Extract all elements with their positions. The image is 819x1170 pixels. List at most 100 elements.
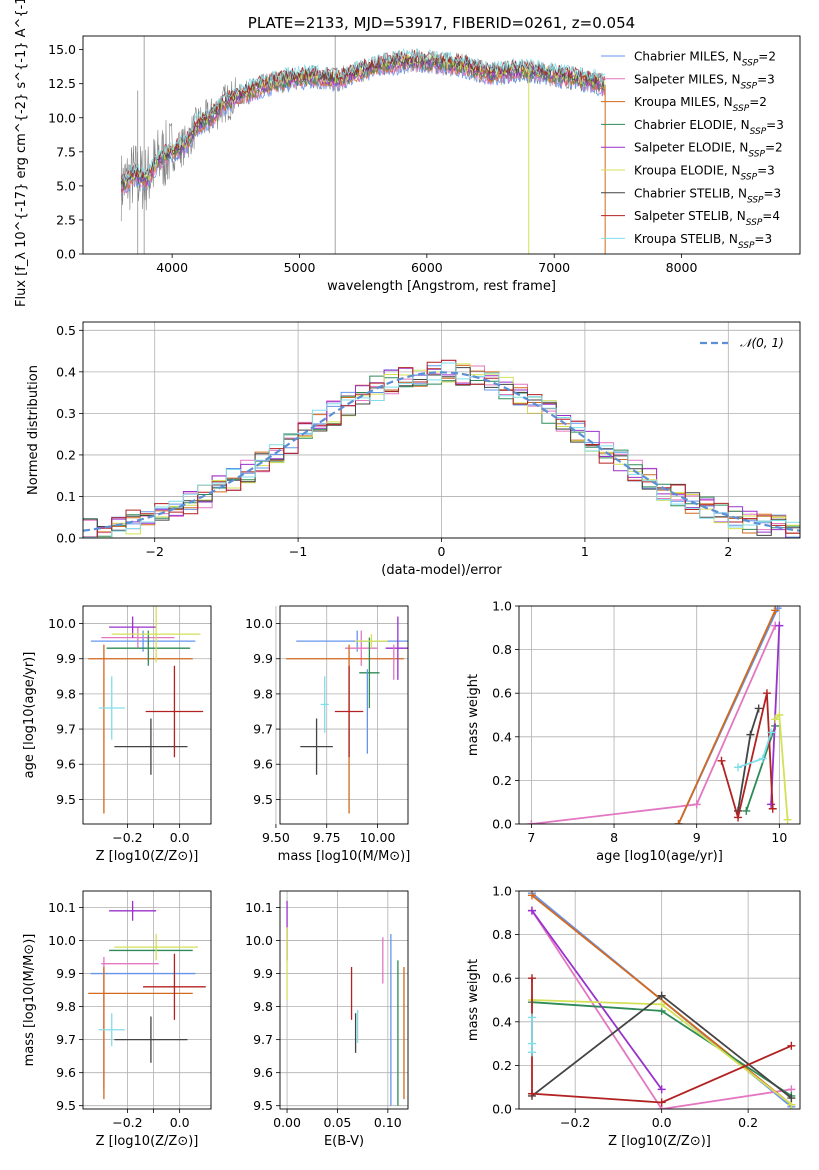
mass-weight-line <box>770 625 781 805</box>
panel-mass-vs-Z: −0.2 0.0 9.5 9.6 9.7 9.8 9.9 10.0 10.1 Z [log10(Z… <box>22 890 212 1149</box>
y-tick-label: 9.5 <box>253 1098 273 1113</box>
plus-marker <box>742 806 751 815</box>
x-axis-label: Z [log10(Z/Z⊙)] <box>96 1134 199 1149</box>
x-tick-label: 0.0 <box>170 830 190 845</box>
plot-area <box>83 359 800 538</box>
axes-frame <box>279 890 409 1110</box>
plus-marker <box>692 800 701 809</box>
axes-frame <box>518 890 801 1110</box>
plot-area <box>286 900 405 1106</box>
x-tick-label: 0.0 <box>170 1115 190 1130</box>
y-axis-label: Flux [f_λ 10^{-17} erg cm^{-2} s^{-1} A^… <box>14 0 29 307</box>
y-tick-label: 1.0 <box>492 884 512 899</box>
plus-marker <box>787 1041 796 1050</box>
x-tick-label: 7 <box>527 830 535 845</box>
plus-marker <box>717 756 726 765</box>
y-tick-label: 0.4 <box>56 364 76 379</box>
legend-label: Salpeter MILES, NSSP=3 <box>634 72 775 91</box>
plus-marker <box>527 1013 536 1022</box>
y-tick-label: 9.9 <box>253 651 273 666</box>
residual-histogram <box>83 359 800 538</box>
y-tick-label: 9.7 <box>56 1032 76 1047</box>
y-axis-label: mass weight <box>466 959 481 1041</box>
plus-marker <box>771 606 780 615</box>
plus-marker <box>527 1089 536 1098</box>
x-axis-label: (data-model)/error <box>381 563 502 578</box>
y-tick-label: 0.3 <box>56 406 76 421</box>
plus-marker <box>527 891 536 900</box>
panel-residuals: −2 −1 0 1 2 0.0 0.1 0.2 0.3 0.4 0.5 (data-model)/er… <box>26 321 801 578</box>
plus-marker <box>527 1048 536 1057</box>
x-tick-label: 0.0 <box>652 1115 672 1130</box>
plus-marker <box>771 715 780 724</box>
plus-marker <box>657 1000 666 1009</box>
y-tick-label: 9.6 <box>253 757 273 772</box>
x-tick-label: 0.10 <box>374 1115 402 1130</box>
error-bar-point <box>109 900 157 921</box>
y-tick-label: 9.6 <box>253 1065 273 1080</box>
plus-marker <box>527 1039 536 1048</box>
legend-label: 𝒩(0, 1) <box>740 336 784 350</box>
y-tick-label: 9.8 <box>253 999 273 1014</box>
y-tick-label: 0.2 <box>492 1058 512 1073</box>
x-tick-label: 4000 <box>156 260 188 275</box>
x-tick-label: 9 <box>693 830 701 845</box>
y-tick-label: 0.2 <box>56 447 76 462</box>
plus-marker <box>787 1094 796 1103</box>
y-tick-label: 0.5 <box>56 323 76 338</box>
y-tick-label: 0.2 <box>492 773 512 788</box>
x-tick-label: −0.2 <box>560 1115 590 1130</box>
plus-marker <box>657 1098 666 1107</box>
plus-marker <box>734 763 743 772</box>
y-tick-label: 0.0 <box>492 817 512 832</box>
x-tick-label: 8 <box>610 830 618 845</box>
plus-marker <box>767 800 776 809</box>
axes-frame <box>82 605 212 825</box>
legend: Chabrier MILES, NSSP=2 Salpeter MILES, NS… <box>601 50 784 251</box>
error-bar-point <box>114 933 198 961</box>
x-tick-label: 6000 <box>411 260 443 275</box>
y-tick-label: 9.6 <box>56 757 76 772</box>
y-tick-label: 12.5 <box>48 76 76 91</box>
mass-weight-line <box>677 610 777 824</box>
y-axis-label: Normed distribution <box>26 365 41 495</box>
legend-label: Kroupa STELIB, NSSP=3 <box>634 232 772 251</box>
x-axis-label: Z [log10(Z/Z⊙)] <box>608 1134 711 1149</box>
y-tick-label: 9.5 <box>253 792 273 807</box>
plus-marker <box>768 804 777 813</box>
y-tick-label: 9.9 <box>253 966 273 981</box>
plot-area <box>286 616 408 814</box>
plus-marker <box>657 991 666 1000</box>
x-tick-label: 8000 <box>666 260 698 275</box>
mass-weight-line <box>531 910 792 1109</box>
error-bar-point <box>106 630 191 666</box>
plus-marker <box>527 820 536 824</box>
y-axis-label: mass [log10(M/M⊙)] <box>22 934 37 1067</box>
y-axis-label: age [log10(age/yr)] <box>22 652 37 779</box>
x-tick-label: −2 <box>145 544 163 559</box>
y-tick-label: 9.7 <box>56 722 76 737</box>
error-bar-point <box>98 676 125 740</box>
legend: 𝒩(0, 1) <box>700 336 784 350</box>
legend-label: Chabrier ELODIE, NSSP=3 <box>634 118 784 137</box>
y-tick-label: 2.5 <box>56 212 76 227</box>
x-axis-label: Z [log10(Z/Z⊙)] <box>96 849 199 864</box>
y-tick-label: 0.0 <box>56 531 76 546</box>
plus-marker <box>734 813 743 822</box>
error-bar-point <box>114 718 188 775</box>
x-axis-label: E(B-V) <box>324 1134 364 1149</box>
x-tick-label: 1 <box>581 544 589 559</box>
chart-title: PLATE=2133, MJD=53917, FIBERID=0261, z=0… <box>248 14 635 32</box>
legend-label: Salpeter STELIB, NSSP=4 <box>634 209 780 228</box>
panel-age-vs-Z: −0.2 0.0 9.5 9.6 9.7 9.8 9.9 10.0 Z [log10(Z/Z⊙)… <box>22 605 212 864</box>
y-tick-label: 7.5 <box>56 144 76 159</box>
y-axis-label: mass weight <box>466 674 481 756</box>
y-tick-label: 10.0 <box>48 933 76 948</box>
y-tick-label: 10.0 <box>48 616 76 631</box>
axes-frame <box>82 890 212 1110</box>
error-bar-point <box>114 1016 188 1063</box>
panel-age-vs-mass: 9.50 9.75 10.00 9.5 9.6 9.7 9.8 9.9 10.0 mass [lo… <box>245 605 410 864</box>
y-tick-label: 10.0 <box>245 616 273 631</box>
y-tick-label: 10.0 <box>245 933 273 948</box>
error-bar-point <box>345 630 378 666</box>
